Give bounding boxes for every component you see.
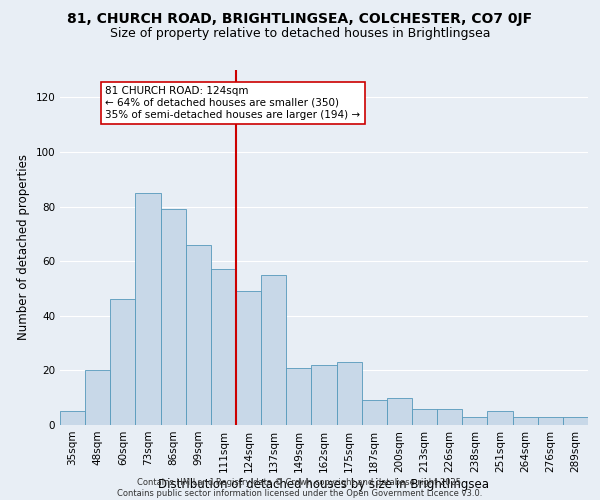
Bar bbox=[412, 408, 437, 425]
Text: 81 CHURCH ROAD: 124sqm
← 64% of detached houses are smaller (350)
35% of semi-de: 81 CHURCH ROAD: 124sqm ← 64% of detached… bbox=[105, 86, 361, 120]
Bar bbox=[311, 365, 337, 425]
Bar bbox=[512, 417, 538, 425]
Bar bbox=[362, 400, 387, 425]
Bar bbox=[85, 370, 110, 425]
Bar bbox=[236, 291, 261, 425]
Bar bbox=[337, 362, 362, 425]
Text: Size of property relative to detached houses in Brightlingsea: Size of property relative to detached ho… bbox=[110, 28, 490, 40]
Bar bbox=[211, 270, 236, 425]
Bar bbox=[186, 245, 211, 425]
Bar bbox=[387, 398, 412, 425]
Bar bbox=[286, 368, 311, 425]
Text: Contains HM Land Registry data © Crown copyright and database right 2025.
Contai: Contains HM Land Registry data © Crown c… bbox=[118, 478, 482, 498]
Bar bbox=[487, 412, 512, 425]
Bar bbox=[261, 275, 286, 425]
Text: 81, CHURCH ROAD, BRIGHTLINGSEA, COLCHESTER, CO7 0JF: 81, CHURCH ROAD, BRIGHTLINGSEA, COLCHEST… bbox=[67, 12, 533, 26]
Bar bbox=[462, 417, 487, 425]
Bar bbox=[110, 300, 136, 425]
X-axis label: Distribution of detached houses by size in Brightlingsea: Distribution of detached houses by size … bbox=[158, 478, 490, 490]
Bar bbox=[437, 408, 462, 425]
Bar bbox=[563, 417, 588, 425]
Y-axis label: Number of detached properties: Number of detached properties bbox=[17, 154, 30, 340]
Bar bbox=[538, 417, 563, 425]
Bar bbox=[136, 193, 161, 425]
Bar bbox=[60, 412, 85, 425]
Bar bbox=[161, 210, 186, 425]
